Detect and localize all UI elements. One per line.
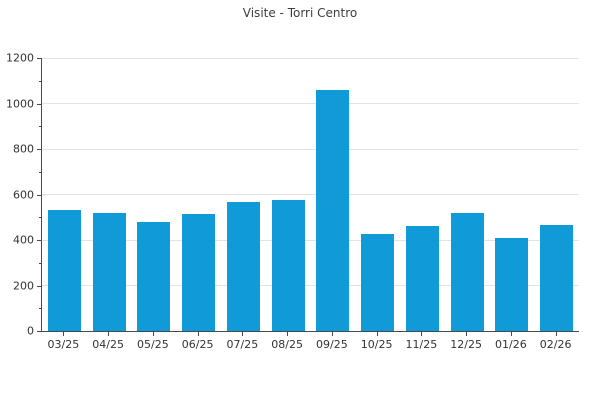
y-tick-label: 600: [13, 188, 34, 201]
x-tick: [421, 332, 423, 336]
gridline-y-1200: [42, 57, 579, 59]
x-tick-label: 03/25: [47, 338, 80, 351]
bar-08-25: [271, 200, 305, 331]
x-tick: [287, 332, 289, 336]
gridline-y-1000: [42, 103, 579, 104]
x-tick-label: 04/25: [92, 338, 124, 351]
x-tick: [466, 332, 468, 336]
x-tick-label: 02/26: [539, 338, 572, 351]
x-tick-label: 06/25: [181, 338, 214, 351]
gridline-y-800: [42, 148, 579, 150]
y-tick-label: 1000: [6, 97, 34, 110]
y-minor-tick: [39, 171, 41, 173]
plot-area: [41, 57, 579, 332]
bar-07-25: [226, 202, 260, 331]
gridline-y-400: [42, 239, 579, 241]
bar-10-25: [361, 234, 395, 331]
y-major-tick: [37, 194, 41, 196]
y-minor-tick: [39, 126, 41, 128]
x-tick-label: 01/26: [495, 338, 527, 351]
x-tick-label: 09/25: [316, 338, 348, 351]
x-tick-label: 11/25: [405, 338, 438, 351]
x-tick: [331, 332, 333, 336]
x-tick-label: 12/25: [450, 338, 482, 351]
x-tick-label: 08/25: [271, 338, 303, 351]
y-major-tick: [37, 149, 41, 150]
gridline-y-200: [42, 285, 579, 286]
y-major-tick: [37, 240, 41, 241]
y-major-tick: [37, 58, 41, 59]
x-tick: [555, 332, 557, 336]
y-major-tick: [37, 285, 41, 287]
x-tick: [152, 332, 154, 336]
x-tick: [197, 332, 199, 336]
x-tick: [108, 332, 110, 336]
x-tick: [376, 332, 378, 336]
y-minor-tick: [39, 308, 41, 310]
y-tick-label: 800: [13, 142, 34, 156]
y-minor-tick: [39, 262, 41, 264]
x-tick-label: 05/25: [137, 338, 169, 351]
y-major-tick: [37, 103, 41, 105]
bar-01-26: [495, 237, 529, 331]
y-tick-label: 1200: [6, 51, 34, 65]
y-minor-tick: [39, 217, 41, 219]
bar-03-25: [47, 210, 81, 331]
bar-05-25: [137, 221, 171, 331]
bar-11-25: [405, 226, 439, 331]
x-tick: [242, 332, 244, 336]
bar-04-25: [92, 212, 126, 331]
y-tick-label: 200: [13, 279, 34, 292]
gridline-y-600: [42, 194, 579, 195]
chart-title: Visite - Torri Centro: [242, 6, 358, 20]
bar-12-25: [450, 212, 484, 331]
y-major-tick: [37, 331, 41, 332]
y-tick-label: 0: [27, 324, 34, 338]
y-minor-tick: [39, 80, 41, 82]
bar-02-26: [540, 225, 574, 331]
x-tick-label: 10/25: [360, 338, 393, 351]
bar-06-25: [182, 213, 216, 331]
x-tick: [510, 332, 512, 336]
bar-09-25: [316, 89, 350, 331]
y-tick-label: 400: [13, 233, 34, 247]
x-tick: [63, 332, 65, 336]
x-tick-label: 07/25: [226, 338, 259, 351]
